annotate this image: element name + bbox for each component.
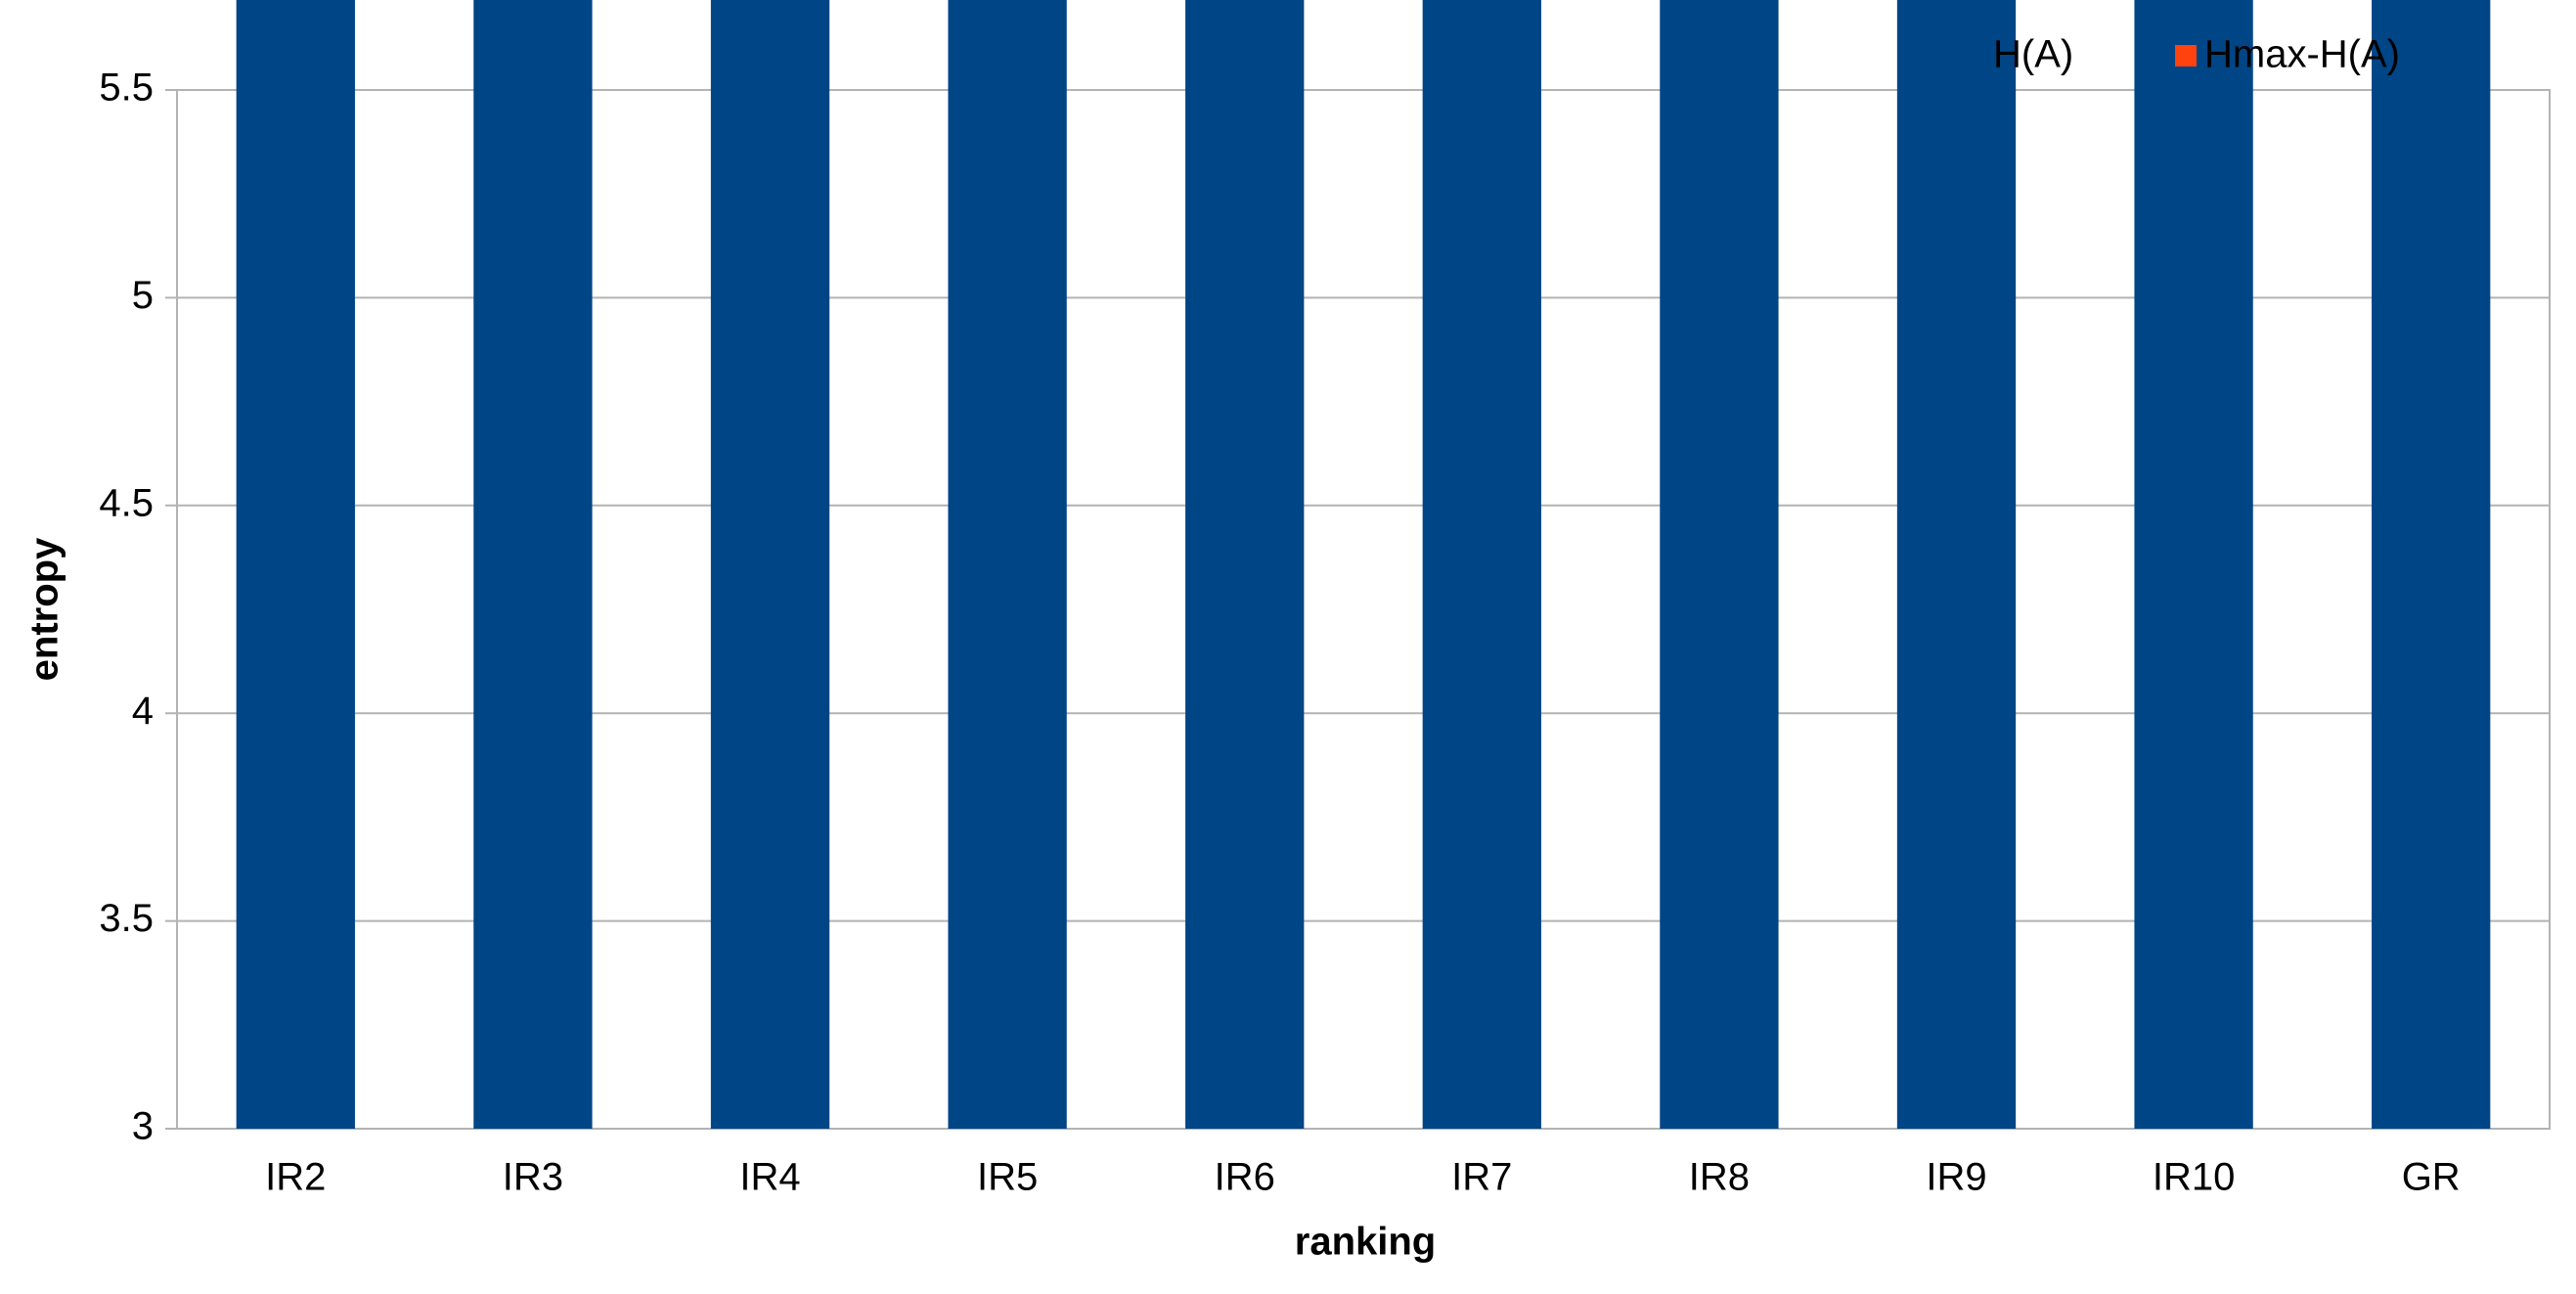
x-tick-label: IR5 — [977, 1156, 1038, 1199]
bar-segment — [1896, 0, 2017, 1129]
x-tick-label: IR8 — [1689, 1156, 1750, 1199]
y-tick-label: 4.5 — [99, 481, 154, 524]
x-tick-label: IR3 — [503, 1156, 563, 1199]
bar-segment — [473, 0, 593, 1129]
legend-label: Hmax-H(A) — [2204, 33, 2400, 76]
y-axis-title: entropy — [23, 537, 67, 681]
bar-segment — [1422, 0, 1541, 1129]
legend-label: H(A) — [1993, 33, 2073, 76]
x-axis-title: ranking — [1295, 1221, 1436, 1264]
y-tick-label: 5.5 — [99, 67, 154, 110]
y-tick-label: 3.5 — [99, 897, 154, 940]
y-tick-label: 3 — [132, 1105, 154, 1148]
bar-segment — [236, 0, 355, 1130]
bar-segment — [1185, 0, 1305, 1130]
bar-segment — [2372, 0, 2491, 1129]
x-tick-label: IR6 — [1215, 1156, 1275, 1199]
x-tick-label: GR — [2402, 1156, 2461, 1199]
x-tick-label: IR4 — [739, 1156, 800, 1199]
bar-segment — [1660, 0, 1779, 1130]
x-tick-label: IR7 — [1451, 1156, 1512, 1199]
x-tick-label: IR10 — [2153, 1156, 2236, 1199]
legend-swatch — [2175, 45, 2197, 67]
legend-swatch — [1964, 45, 1985, 67]
bar-segment — [948, 0, 1067, 1129]
bar-segment — [710, 0, 830, 1129]
y-tick-label: 4 — [132, 690, 154, 733]
x-tick-label: IR9 — [1926, 1156, 1986, 1199]
y-tick-label: 5 — [132, 274, 154, 317]
bar-segment — [2134, 0, 2253, 1130]
x-tick-label: IR2 — [265, 1156, 326, 1199]
